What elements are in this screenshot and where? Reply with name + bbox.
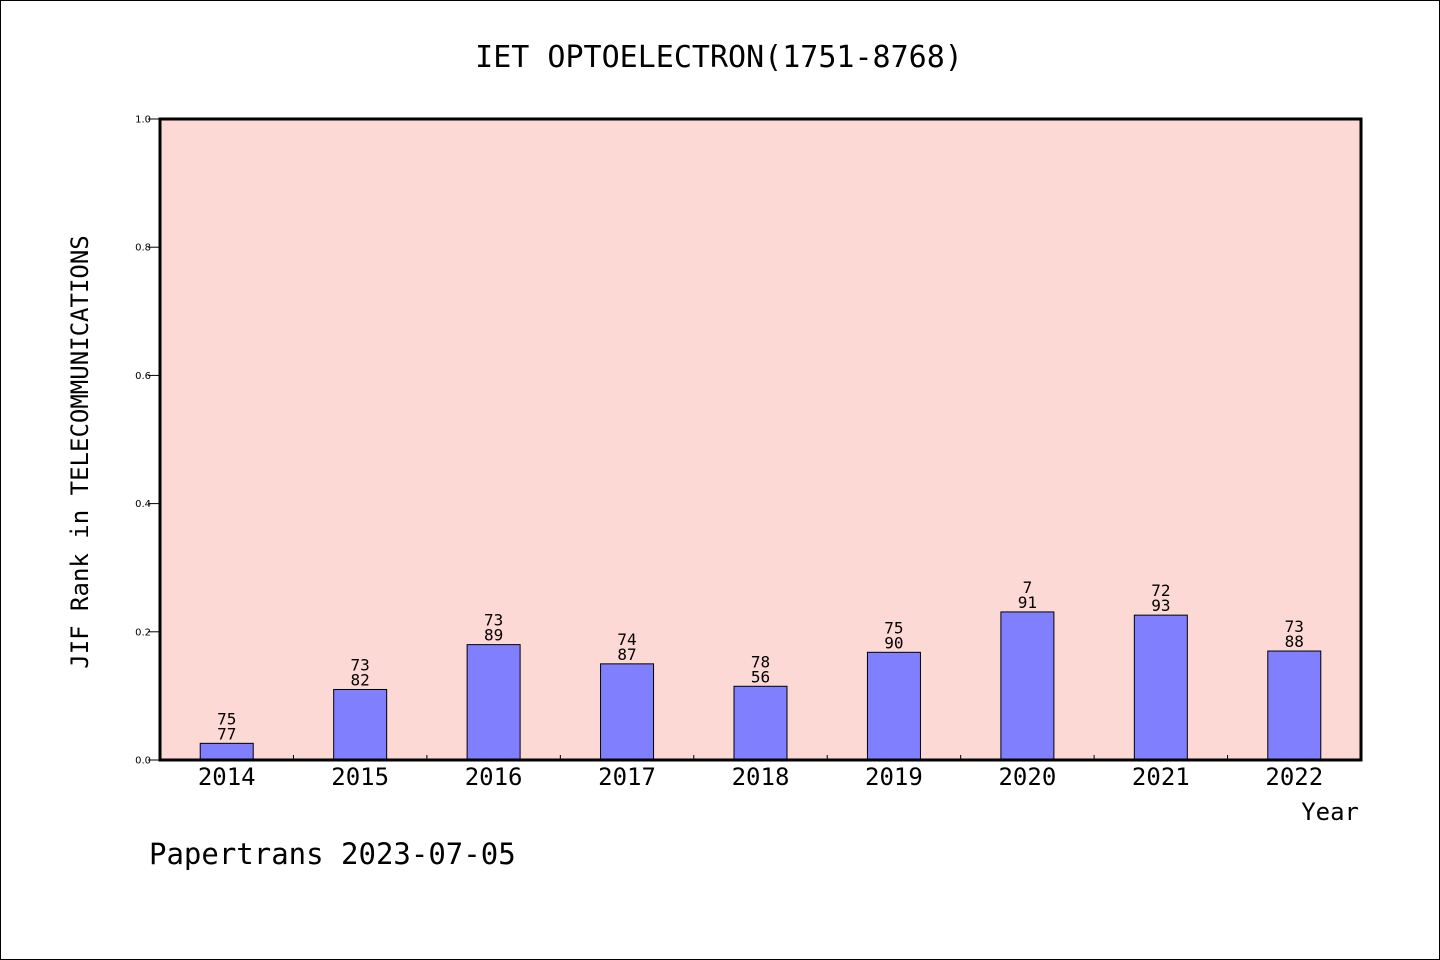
x-tick-label: 2016 (465, 763, 523, 791)
x-tick-label: 2014 (198, 763, 256, 791)
bar (1000, 611, 1055, 761)
y-tick-label: 0.6 (135, 371, 151, 382)
y-tick-label: 0.2 (135, 627, 151, 638)
x-axis-label: Year (1301, 798, 1359, 826)
x-tick-label: 2019 (865, 763, 923, 791)
bar (466, 644, 521, 761)
x-tick-label: 2015 (331, 763, 389, 791)
footer-text: Papertrans 2023-07-05 (149, 837, 516, 871)
bar-label-top: 75 (884, 618, 903, 637)
bar (600, 663, 655, 761)
y-tick-label: 0.0 (135, 756, 151, 767)
bar (1267, 650, 1322, 761)
bar-label-top: 73 (484, 611, 503, 630)
y-tick-label: 1.0 (135, 115, 151, 126)
bar-label-bottom: 82 (351, 670, 370, 689)
bar-label-top: 73 (351, 655, 370, 674)
y-axis-label: JIF Rank in TELECOMMUNICATIONS (66, 235, 94, 668)
bar (733, 685, 788, 761)
bar-label-bottom: 91 (1018, 593, 1037, 612)
bar-label-bottom: 93 (1151, 596, 1170, 615)
bar-label-bottom: 56 (751, 667, 770, 686)
bar (1133, 614, 1188, 761)
y-tick-label: 0.8 (135, 243, 151, 254)
bar-label-top: 72 (1151, 581, 1170, 600)
bar-label-bottom: 90 (884, 633, 903, 652)
bar (866, 651, 921, 761)
bar-label-top: 7 (1023, 578, 1033, 597)
bar-series (199, 611, 1322, 761)
bar-label-bottom: 88 (1285, 632, 1304, 651)
x-tick-label: 2017 (598, 763, 656, 791)
x-tick-label: 2020 (998, 763, 1056, 791)
bar-label-top: 73 (1285, 617, 1304, 636)
bar-label-bottom: 87 (617, 645, 636, 664)
bar-label-bottom: 77 (217, 724, 236, 743)
x-axis: 2014 2015 2016 2017 2018 2019 2020 2021 2022 (198, 755, 1323, 791)
y-axis: 0.0 0.2 0.4 0.6 0.8 1.0 (135, 115, 160, 767)
bar-label-top: 75 (217, 709, 236, 728)
x-tick-label: 2021 (1132, 763, 1190, 791)
y-tick-label: 0.4 (135, 499, 151, 510)
x-tick-label: 2018 (732, 763, 790, 791)
bar-label-top: 78 (751, 652, 770, 671)
chart-title: IET OPTOELECTRON(1751-8768) (475, 40, 963, 75)
bar-label-bottom: 89 (484, 626, 503, 645)
bar (333, 688, 388, 761)
bar (199, 742, 254, 761)
plot-border (158, 117, 1363, 762)
bar-label-top: 74 (617, 630, 636, 649)
x-tick-label: 2022 (1265, 763, 1323, 791)
